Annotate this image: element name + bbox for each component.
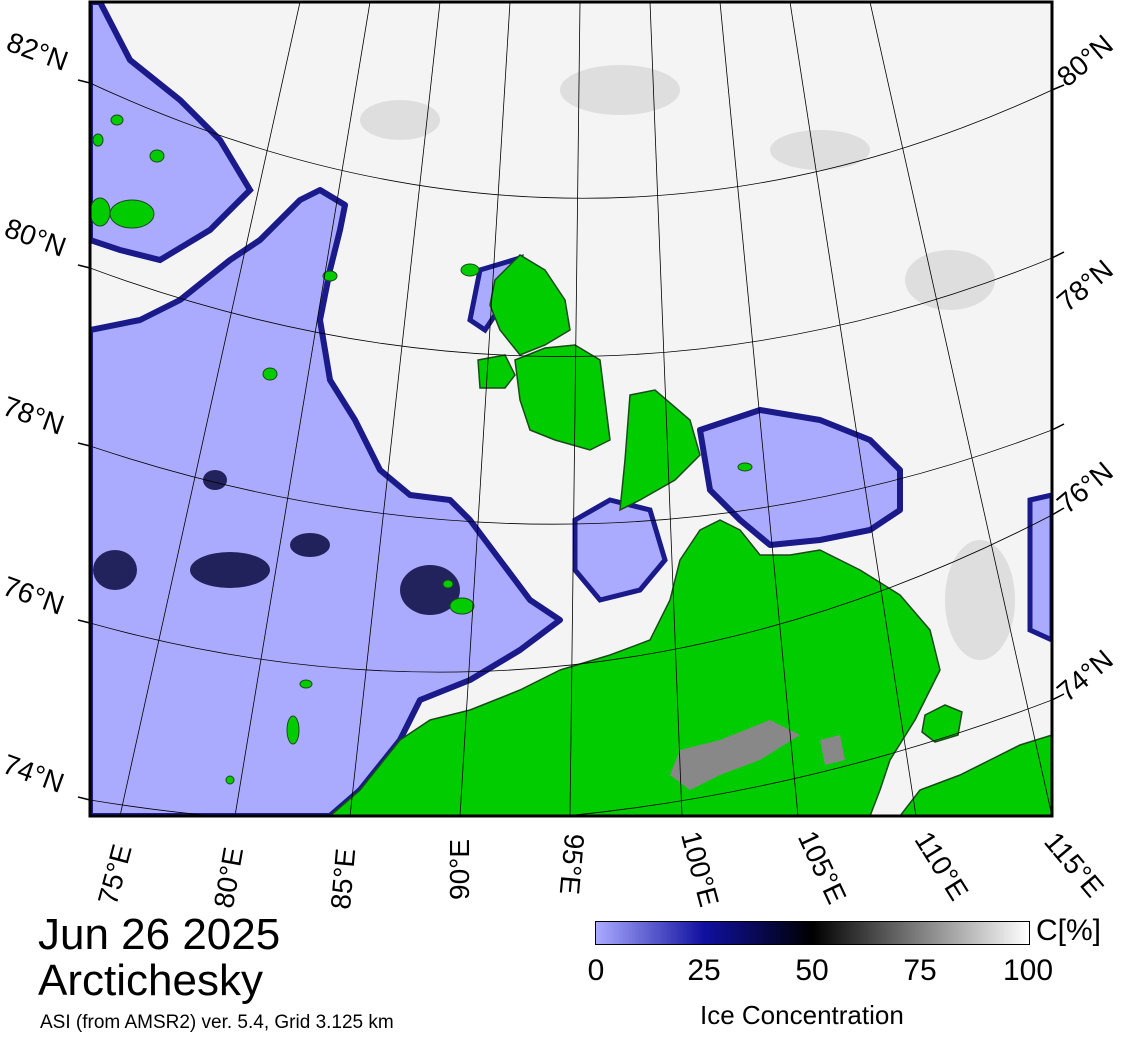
legend-tick-50: 50 (795, 954, 829, 987)
mainland-east (899, 734, 1052, 816)
land-grey-patches (670, 720, 845, 790)
small-islands (90, 114, 753, 785)
lon-label-85e: 85°E (325, 847, 362, 911)
legend-unit: C[%] (1036, 914, 1102, 947)
date-title: Jun 26 2025 (38, 910, 281, 959)
legend-tick-100: 100 (1002, 954, 1054, 987)
open-water-vilkitsky (572, 497, 668, 603)
legend-title: Ice Concentration (700, 1000, 904, 1030)
map-frame (88, 0, 1054, 818)
graticule (90, 2, 1052, 816)
lat-ticks (77, 79, 1065, 801)
legend-tick-75: 75 (903, 954, 937, 987)
open-water-northwest (90, 2, 254, 264)
legend-tick-0: 0 (587, 954, 605, 987)
severnaya-zemlya-central (514, 344, 611, 451)
open-water-east (1027, 492, 1052, 643)
region-title: Arctichesky (38, 956, 263, 1005)
product-info: ASI (from AMSR2) ver. 5.4, Grid 3.125 km (40, 1012, 394, 1033)
begichev-island (921, 704, 963, 743)
lon-label-90e: 90°E (444, 838, 475, 900)
severnaya-zemlya-west (477, 354, 516, 389)
lon-label-95e: 95°E (553, 832, 590, 896)
open-water-west (90, 187, 563, 816)
legend-tick-25: 25 (687, 954, 721, 987)
ice-concentration-colorbar (595, 921, 1030, 945)
severnaya-zemlya-north (489, 254, 571, 356)
severnaya-zemlya-south (619, 389, 701, 512)
ice-texture (360, 65, 1015, 660)
open-water-laptev (697, 407, 903, 548)
marginal-ice (93, 470, 460, 615)
